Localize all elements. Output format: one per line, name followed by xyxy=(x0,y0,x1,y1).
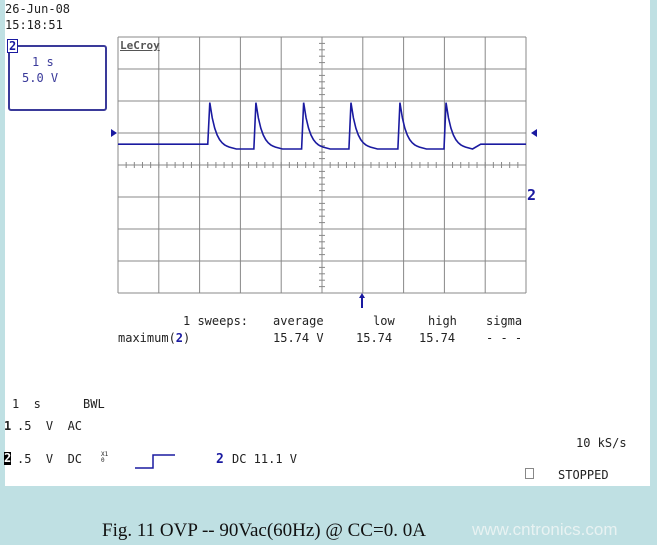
channel-badge: 2 xyxy=(7,39,19,53)
channel-info-box: 2 1 s 5.0 V xyxy=(7,39,107,111)
param-label: maximum(2) xyxy=(118,331,190,345)
value-low: 15.74 xyxy=(356,331,393,345)
sweeps-label: 1 sweeps: xyxy=(183,314,249,328)
time: 15:18:51 xyxy=(5,18,63,32)
ch1-setting: .5 V AC xyxy=(17,419,83,433)
param-channel: 2 xyxy=(175,331,184,345)
header-high: high xyxy=(428,314,457,328)
ch2-setting: .5 V DC xyxy=(17,452,83,466)
right-offset-marker xyxy=(531,129,537,137)
param-close: ) xyxy=(183,331,191,345)
bwl-label: BWL xyxy=(83,397,105,411)
waveform-trace xyxy=(118,102,526,150)
header-average: average xyxy=(273,314,324,328)
figure-caption: Fig. 11 OVP -- 90Vac(60Hz) @ CC=0. 0A xyxy=(102,520,426,541)
ch1-number: 1 xyxy=(4,419,12,433)
trigger-channel: 2 xyxy=(216,452,224,467)
header-low: low xyxy=(373,314,395,328)
trigger-position-marker xyxy=(359,293,365,308)
param-name: maximum( xyxy=(118,331,176,345)
probe-atten: X10 xyxy=(101,451,109,464)
trigger-level: DC 11.1 V xyxy=(232,452,298,466)
trigger-slope-icon xyxy=(135,454,175,469)
value-average: 15.74 V xyxy=(273,331,324,345)
left-offset-marker xyxy=(111,129,117,137)
timebase: 1 s xyxy=(32,55,54,69)
date: 26-Jun-08 xyxy=(5,2,71,16)
watermark: www.cntronics.com xyxy=(472,520,618,539)
value-sigma: - - - xyxy=(486,331,523,345)
sample-rate: 10 kS/s xyxy=(576,436,627,450)
value-high: 15.74 xyxy=(419,331,456,345)
timebase-setting: 1 s xyxy=(12,397,41,411)
scope-screen xyxy=(5,0,650,486)
trace-label: 2 xyxy=(527,186,537,204)
status-checkbox xyxy=(525,468,534,479)
status: STOPPED xyxy=(558,468,609,482)
header-sigma: sigma xyxy=(486,314,523,328)
lecroy-logo: LeCroy xyxy=(120,39,160,52)
volts-per-div: 5.0 V xyxy=(22,71,59,85)
ch2-number: 2 xyxy=(4,451,12,465)
